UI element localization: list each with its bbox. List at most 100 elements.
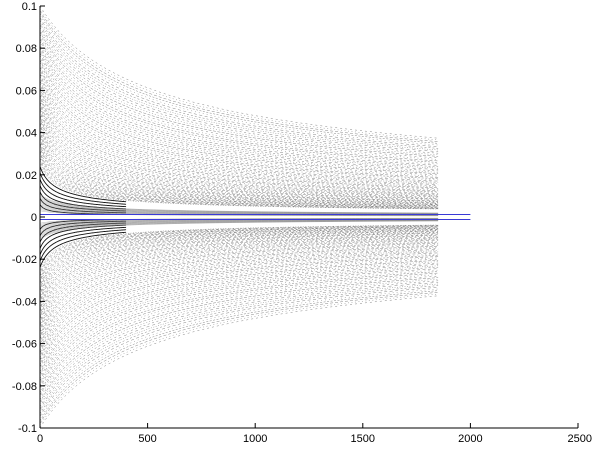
curve-lower [39,261,439,377]
curve-upper [39,92,439,191]
curve-lower [39,228,439,296]
curve-upper [39,29,439,156]
curve-lower [39,247,439,349]
curve-upper [39,89,439,190]
curve-lower [39,240,439,333]
curve-lower [39,258,439,373]
curve-lower [39,241,439,335]
curve-lower [39,280,439,408]
y-tick-label: 0 [31,212,37,224]
curve-upper [39,57,439,173]
curve-family [39,5,439,429]
near-zero-curve [39,220,439,238]
axes [39,6,578,429]
curve-upper [39,152,439,208]
curve-lower [39,233,439,312]
curve-lower [39,257,439,370]
curve-lower [39,293,439,426]
curve-upper [39,117,439,200]
curve-upper [39,108,439,197]
y-tick-label: 0.1 [22,1,37,13]
curve-upper [39,75,439,183]
curve-upper [39,115,439,199]
bold-curve-lower [39,231,127,268]
curve-lower [39,260,439,375]
x-tick-label: 1000 [243,433,267,445]
near-zero-curve [39,197,439,214]
curve-upper [39,50,439,169]
curve-upper [39,61,439,176]
curve-upper [39,22,439,151]
curve-lower [39,266,439,387]
curve-lower [39,243,439,342]
near-zero-curve [39,217,439,224]
near-zero-curve [39,196,439,214]
curve-upper [39,59,439,174]
curve-lower [39,242,439,340]
curve-upper [39,136,439,205]
curve-upper [39,19,439,149]
curve-lower [39,277,439,403]
curve-upper [39,10,439,142]
curve-upper [39,8,439,141]
curve-upper [39,45,439,166]
near-zero-curve [39,220,439,239]
near-zero-curve [39,219,439,235]
curve-lower [39,234,439,317]
curve-upper [39,47,439,168]
series-lines [40,213,471,221]
curve-upper [39,71,439,181]
y-tick-label: -0.06 [12,339,37,351]
curve-upper [39,122,439,201]
curve-upper [39,138,439,206]
curve-upper [39,24,439,152]
curve-upper [39,143,439,207]
curve-lower [39,225,439,279]
near-zero-curve [39,199,439,215]
curve-lower [39,233,439,314]
y-tick-label: -0.08 [12,381,37,393]
curve-lower [39,235,439,321]
bold-curve-upper [39,166,127,203]
bold-curve-lower [39,226,127,256]
x-tick-label: 2000 [458,433,482,445]
curve-upper [39,96,439,192]
x-tick-label: 1500 [351,433,375,445]
curve-lower [39,278,439,405]
curve-upper [39,127,439,203]
y-tick-label: -0.1 [18,423,37,435]
curve-upper [39,110,439,198]
curve-lower [39,236,439,324]
curve-upper [39,141,439,206]
near-zero-curve [39,219,439,234]
near-zero-curve [39,200,439,215]
curve-upper [39,87,439,189]
curve-lower [39,237,439,326]
curve-lower [39,225,439,277]
x-tick-label: 500 [138,433,156,445]
curve-lower [39,292,439,424]
near-zero-curve [39,220,439,237]
curve-lower [39,248,439,352]
curve-upper [39,73,439,182]
curve-lower [39,275,439,401]
x-tick-label: 0 [37,433,43,445]
curve-upper [39,52,439,170]
curve-lower [39,225,439,275]
near-zero-curve [39,201,439,215]
curve-lower [39,251,439,359]
x-tick-label: 2500 [568,433,592,445]
curve-lower [39,256,439,368]
curve-upper [39,113,439,199]
curve-lower [39,255,439,366]
curve-lower [39,249,439,354]
curve-upper [39,150,439,208]
curve-upper [39,94,439,192]
curve-upper [39,38,439,162]
curve-upper [39,155,439,209]
y-tick-label: 0.04 [16,128,37,140]
x-ticks: 0 500 1000 1500 2000 2500 [37,423,592,445]
y-tick-label: 0.06 [16,85,37,97]
curve-lower [39,285,439,415]
